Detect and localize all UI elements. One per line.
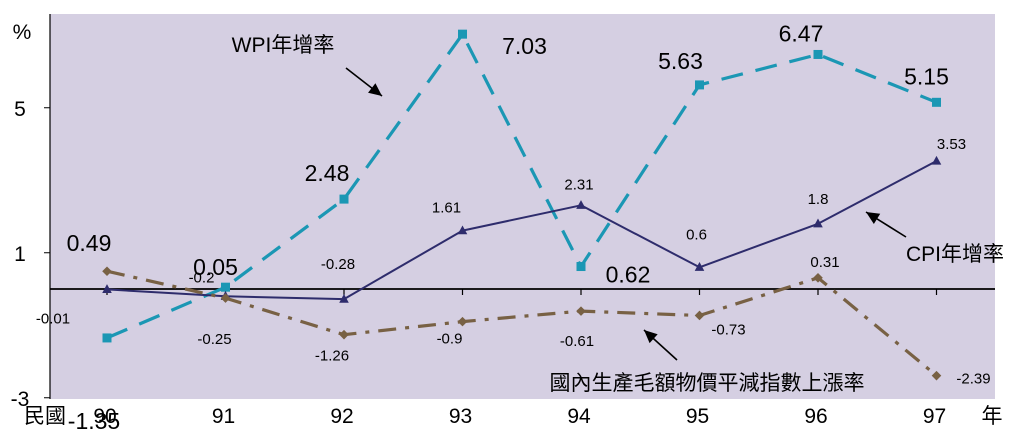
wpi-data-label: 0.05 xyxy=(193,254,238,280)
y-tick-label: 1 xyxy=(14,243,26,266)
x-axis-prefix-label: 民國 xyxy=(24,405,66,428)
cpi-point xyxy=(102,284,112,293)
y-tick-label: -3 xyxy=(11,388,30,411)
gdp_deflator-data-label: -0.73 xyxy=(711,321,745,338)
cpi-data-label: 2.31 xyxy=(564,176,593,193)
wpi-data-label: -1.35 xyxy=(68,408,120,432)
cpi-series-line xyxy=(106,160,937,301)
wpi-point xyxy=(576,262,586,272)
wpi-point xyxy=(932,97,941,107)
wpi-data-label: 5.15 xyxy=(904,63,949,89)
gdp_deflator-point xyxy=(102,266,112,277)
wpi-point xyxy=(813,49,823,59)
gdp_deflator-data-label: -0.9 xyxy=(437,331,463,348)
gdp_deflator-point xyxy=(457,316,468,327)
wpi-point xyxy=(458,29,467,39)
series-layer xyxy=(102,29,942,381)
cpi-data-label: -0.01 xyxy=(36,310,70,327)
cpi-point xyxy=(694,262,705,271)
gdp-arrow-head xyxy=(644,330,658,344)
gdp_deflator-data-label: -1.26 xyxy=(315,348,349,365)
x-tick-label: 91 xyxy=(212,405,235,428)
cpi-data-label: 1.8 xyxy=(808,191,829,208)
x-tick-label: 97 xyxy=(923,405,946,428)
cpi-point xyxy=(813,218,823,228)
wpi-series-name: WPI年增率 xyxy=(232,34,335,57)
wpi-data-label: 5.63 xyxy=(658,48,703,74)
wpi-point xyxy=(339,194,349,204)
x-tick-label: 93 xyxy=(449,405,472,428)
gdp_deflator-point xyxy=(339,329,349,340)
cpi-data-label: 0.6 xyxy=(686,226,707,243)
cpi-point xyxy=(457,225,468,235)
wpi-point xyxy=(695,80,704,90)
gdp_deflator-point xyxy=(813,272,823,283)
gdp_deflator-point xyxy=(931,370,942,381)
gdp_deflator-data-label: 0.49 xyxy=(67,230,112,256)
text-layer: -1.35 0.05 2.48 7.03 0.62 5.63 6.47 5.15 -0.01 -0… xyxy=(36,20,1004,432)
plot-background xyxy=(50,14,995,399)
gdp_deflator-data-label: -0.61 xyxy=(560,333,594,350)
x-axis-unit-label: 年 xyxy=(982,405,1003,428)
cpi-point xyxy=(339,293,349,303)
cpi-arrow-head xyxy=(866,212,881,224)
cpi-series-name: CPI年增率 xyxy=(906,243,1004,266)
cpi-data-label: 3.53 xyxy=(937,136,966,153)
gdp_deflator-series-name: 國內生產毛額物價平減指數上漲率 xyxy=(550,372,865,395)
wpi-point xyxy=(221,282,230,292)
cpi-data-label: -0.2 xyxy=(189,269,215,286)
annotation-arrows xyxy=(345,67,907,361)
cpi-data-label: 1.61 xyxy=(432,200,461,217)
gdp_deflator-data-label: 0.31 xyxy=(810,254,839,271)
x-tick-label: 92 xyxy=(330,405,353,428)
y-tick-label: 5 xyxy=(14,98,26,121)
cpi-data-label: -0.28 xyxy=(321,256,355,273)
wpi-arrow-head xyxy=(368,83,382,96)
y-unit-label: % xyxy=(13,21,32,44)
gdp_deflator-point xyxy=(576,306,586,316)
x-tick-label: 95 xyxy=(686,405,709,428)
gdp_deflator-data-label: -2.39 xyxy=(956,371,990,388)
axes: 5 1 -3% 90 91 92 93 94 95 96 97 民國 年 xyxy=(11,14,1003,428)
x-tick-label: 96 xyxy=(804,405,827,428)
gdp_deflator-data-label: -0.25 xyxy=(197,331,231,348)
wpi-data-label: 0.62 xyxy=(606,262,651,288)
wpi-series-line xyxy=(106,32,938,340)
gdp_deflator-point xyxy=(220,293,231,303)
wpi-point xyxy=(102,333,112,343)
gdp_deflator-point xyxy=(694,310,705,321)
cpi-point xyxy=(931,155,942,165)
x-tick-label: 90 xyxy=(93,405,116,428)
wpi-data-label: 7.03 xyxy=(502,33,547,59)
cpi-point xyxy=(576,200,586,209)
wpi-data-label: 2.48 xyxy=(305,160,350,186)
x-tick-label: 94 xyxy=(567,405,591,428)
wpi-data-label: 6.47 xyxy=(779,20,824,46)
